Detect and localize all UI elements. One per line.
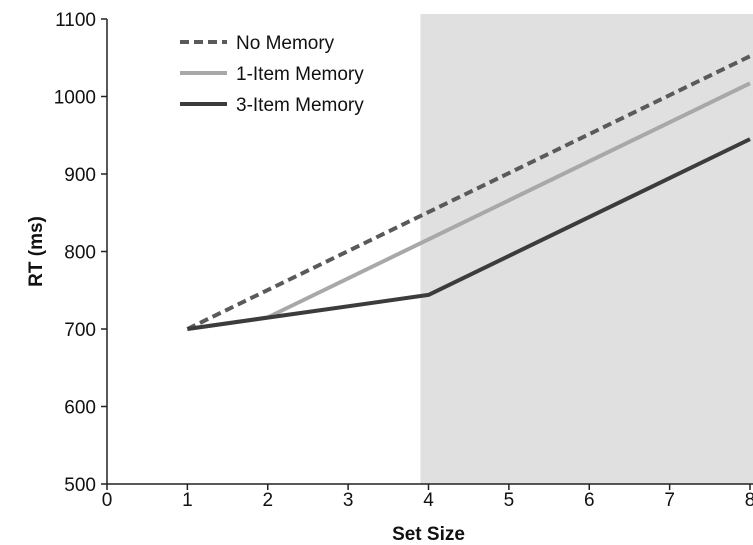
y-tick-label: 1000	[54, 88, 96, 109]
axes	[101, 18, 753, 490]
legend-label: No Memory	[236, 33, 335, 54]
y-tick-label: 500	[64, 475, 96, 496]
x-axis-title: Set Size	[392, 524, 465, 545]
y-axis-title: RT (ms)	[26, 216, 47, 287]
y-tick-label: 900	[64, 165, 96, 186]
x-tick-label: 4	[423, 490, 434, 511]
shaded-region-layer	[420, 14, 753, 484]
legend: No Memory 1-Item Memory 3-Item Memory	[180, 33, 364, 116]
x-tick-label: 2	[262, 490, 273, 511]
tick-labels: 500 600 700 800 900 1000 1100 0 1 2 3 4 5 6 7 8	[54, 10, 753, 511]
y-tick-label: 700	[64, 320, 96, 341]
y-tick-label: 800	[64, 243, 96, 264]
x-tick-label: 5	[504, 490, 515, 511]
shaded-region	[420, 14, 753, 484]
x-tick-label: 3	[343, 490, 354, 511]
x-tick-label: 7	[664, 490, 675, 511]
series-line-no-memory	[186, 54, 751, 331]
legend-label: 1-Item Memory	[236, 64, 364, 85]
x-tick-label: 8	[745, 490, 753, 511]
x-tick-label: 6	[584, 490, 595, 511]
x-tick-label: 0	[102, 490, 113, 511]
y-tick-label: 600	[64, 398, 96, 419]
legend-label: 3-Item Memory	[236, 95, 364, 116]
series-layer	[186, 54, 751, 331]
series-line-3-item-memory	[187, 137, 751, 331]
x-tick-label: 1	[182, 490, 193, 511]
y-tick-label: 1100	[55, 10, 96, 31]
